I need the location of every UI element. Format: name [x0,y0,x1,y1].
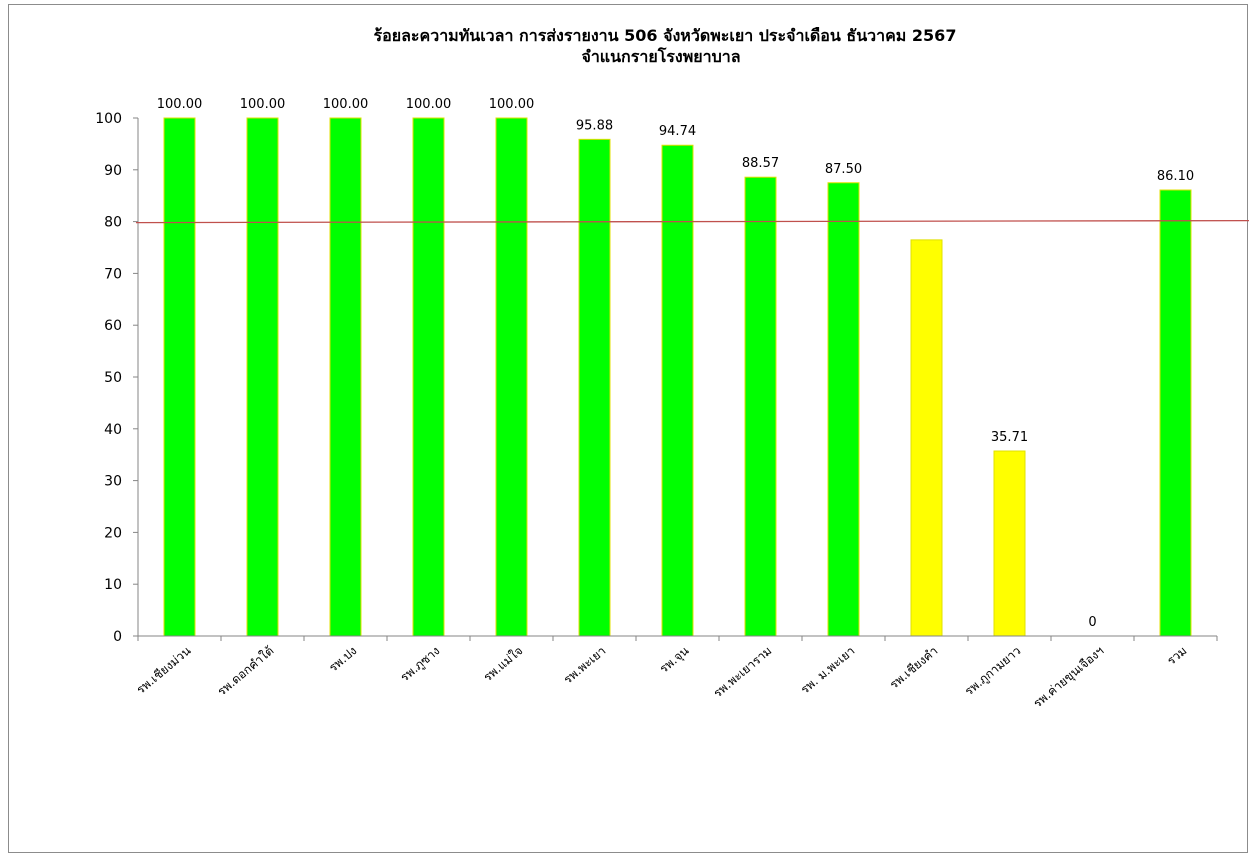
chart-subtitle: จำแนกรายโรงพยาบาล [581,46,740,66]
data-label: 35.71 [991,430,1028,445]
bar [827,182,860,637]
data-label: 94.74 [659,124,696,139]
x-tick-label: รพ.ภูซาง [398,644,444,686]
data-label: 95.88 [576,118,613,133]
bar [246,117,279,637]
y-axis: 0 10 20 30 40 50 60 70 80 90 100 [95,111,139,645]
x-tick-label: รพ.ภูกามยาว [962,644,1024,700]
y-tick-label: 50 [104,370,122,386]
bar [412,117,445,637]
data-label: 88.57 [742,156,779,171]
bar [661,144,694,637]
x-tick-label: รพ.จุน [657,644,692,677]
x-tick-label: รพ.เชียงคำ [887,644,940,692]
x-tick-label: รพ.เชียงม่วน [134,644,194,697]
y-tick-label: 0 [113,629,122,645]
y-tick-label: 40 [104,422,122,438]
bar [495,117,528,637]
y-tick-label: 60 [104,318,122,334]
data-label: 0 [1088,615,1096,630]
target-line [135,219,1249,224]
y-tick-label: 100 [95,111,122,127]
target-line-group [135,219,1249,224]
bar [910,239,943,637]
data-label: 87.50 [825,162,862,177]
y-tick-label: 20 [104,525,122,541]
y-tick-label: 90 [104,163,122,179]
bar [993,450,1026,637]
bars [163,117,1192,637]
x-tick-label: รพ.ดอกคำใต้ [215,644,277,699]
x-tick-label: รพ.แม่ใจ [481,644,526,685]
x-tick-label: รวม [1164,644,1189,668]
x-tick-label: รพ. ม.พะเยา [798,644,858,697]
y-tick-label: 70 [104,266,122,282]
data-label: 86.10 [1157,169,1194,184]
chart-frame: ร้อยละความทันเวลา การส่งรายงาน 506 จังหว… [8,4,1249,853]
x-tick-label: รพ.ค่ายขุนเจืองฯ [1031,644,1108,712]
data-label: 100.00 [157,97,203,112]
y-tick-label: 30 [104,474,122,490]
x-tick-label: รพ.พะเยาราม [711,644,775,701]
data-label: 100.00 [489,97,535,112]
bar [744,176,777,637]
data-label: 100.00 [323,97,369,112]
bar-chart: ร้อยละความทันเวลา การส่งรายงาน 506 จังหว… [95,26,1249,712]
x-tick-label: รพ.พะเยา [561,644,609,687]
data-labels: 100.00 100.00 100.00 100.00 100.00 95.88 94.74… [157,97,1194,630]
chart-title: ร้อยละความทันเวลา การส่งรายงาน 506 จังหว… [374,26,957,45]
y-tick-label: 10 [104,577,122,593]
x-axis: รพ.เชียงม่วน รพ.ดอกคำใต้ รพ.ปง รพ.ภูซาง รพ.แ… [134,635,1218,712]
bar [1159,189,1192,637]
x-tick-label: รพ.ปง [326,644,359,675]
y-tick-label: 80 [104,215,122,231]
bar [163,117,196,637]
data-label: 100.00 [406,97,452,112]
bar [329,117,362,637]
data-label: 100.00 [240,97,286,112]
bar [578,138,611,637]
